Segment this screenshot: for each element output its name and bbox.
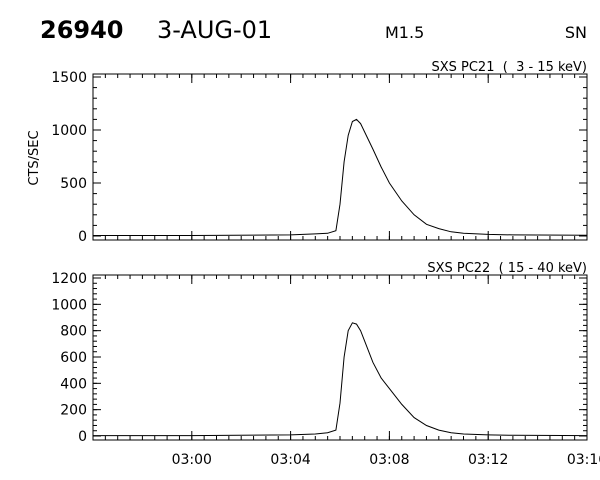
event-date: 3-AUG-01 <box>157 16 272 44</box>
y-tick-label: 200 <box>60 403 87 419</box>
y-tick-label: 0 <box>78 429 87 445</box>
y-tick-label: 1200 <box>51 271 87 287</box>
tick-labels-pc21: 0 500 1000 1500 <box>51 70 87 245</box>
x-tick-label: 03:08 <box>369 452 409 468</box>
x-tick-label: 03:16 <box>567 452 600 468</box>
y-tick-label: 1000 <box>51 297 87 313</box>
y-tick-label: 400 <box>60 376 87 392</box>
event-number: 26940 <box>40 16 124 44</box>
y-tick-label: 0 <box>78 229 87 245</box>
panel-title-pc22: SXS PC22 ( 15 - 40 keV) <box>427 261 587 276</box>
y-tick-label: 800 <box>60 324 87 340</box>
y-tick-label: 500 <box>60 176 87 192</box>
y-tick-label: 600 <box>60 350 87 366</box>
flare-class: M1.5 <box>385 23 424 42</box>
panel-title-pc21: SXS PC21 ( 3 - 15 keV) <box>431 60 587 75</box>
x-tick-label: 03:00 <box>172 452 212 468</box>
axis-ticks-pc21 <box>92 74 588 240</box>
x-tick-label: 03:04 <box>270 452 310 468</box>
y-tick-label: 1000 <box>51 123 87 139</box>
spacecraft-label: SN <box>565 23 587 42</box>
y-axis-title: CTS/SEC <box>27 130 42 185</box>
x-tick-label: 03:12 <box>468 452 508 468</box>
panel-pc21: SXS PC21 ( 3 - 15 keV) CTS/SEC 0 500 1000 1… <box>27 60 588 245</box>
panel-pc22: SXS PC22 ( 15 - 40 keV) 0 200 400 600 800 100… <box>51 261 600 468</box>
axis-ticks-pc22 <box>92 275 588 440</box>
lightcurve-pc21 <box>93 118 588 236</box>
tick-labels-pc22: 0 200 400 600 800 1000 1200 03:00 03:04 03:08 03:1… <box>51 271 600 468</box>
lightcurve-pc22 <box>93 322 588 437</box>
plot-frame-pc22 <box>92 274 588 441</box>
plot-frame-pc21 <box>92 73 588 241</box>
y-tick-label: 1500 <box>51 70 87 86</box>
